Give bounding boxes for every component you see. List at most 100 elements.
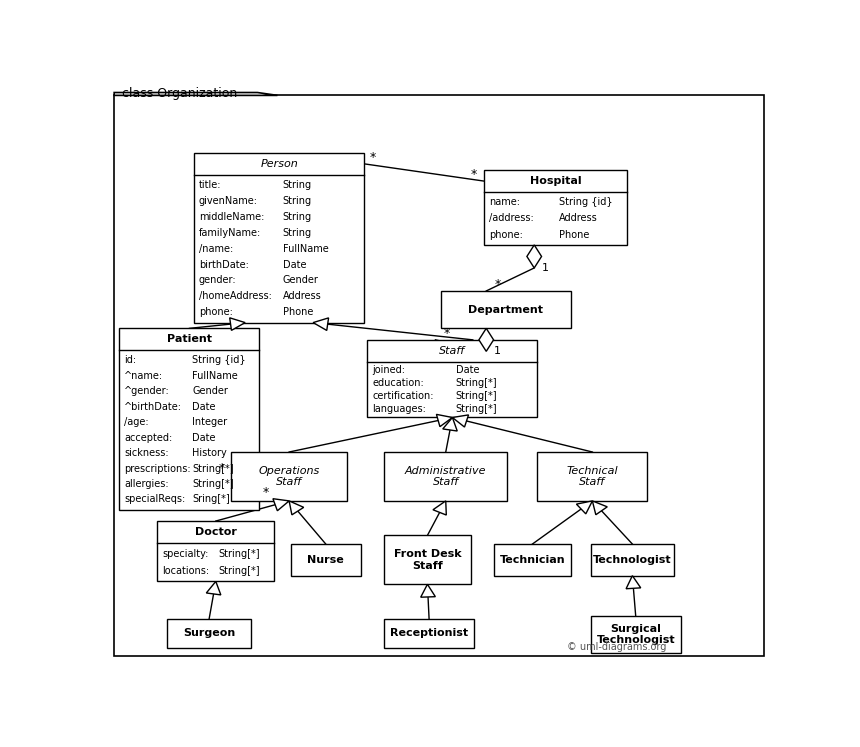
FancyBboxPatch shape (484, 170, 627, 245)
Text: id:: id: (124, 356, 136, 365)
Text: 1: 1 (494, 346, 501, 356)
Polygon shape (626, 576, 641, 589)
Text: phone:: phone: (199, 307, 233, 317)
Text: String[*]: String[*] (218, 565, 260, 575)
Text: Patient: Patient (167, 334, 212, 344)
Polygon shape (576, 501, 593, 514)
Text: joined:: joined: (372, 365, 405, 375)
Text: education:: education: (372, 378, 424, 388)
FancyBboxPatch shape (120, 329, 260, 509)
Text: Hospital: Hospital (530, 176, 581, 186)
Text: name:: name: (488, 197, 519, 208)
Polygon shape (593, 501, 607, 515)
Text: © uml-diagrams.org: © uml-diagrams.org (568, 642, 666, 652)
Text: Date: Date (456, 365, 479, 375)
Text: String[*]: String[*] (193, 479, 234, 489)
FancyBboxPatch shape (157, 521, 274, 581)
Polygon shape (230, 317, 245, 330)
Text: familyName:: familyName: (199, 228, 261, 238)
Text: Technician: Technician (500, 555, 565, 565)
Text: Person: Person (261, 159, 298, 169)
Text: Surgical
Technologist: Surgical Technologist (596, 624, 675, 645)
Text: Date: Date (283, 259, 306, 270)
Text: String {id}: String {id} (559, 197, 612, 208)
Polygon shape (273, 499, 289, 511)
Polygon shape (289, 501, 304, 515)
Text: class Organization: class Organization (122, 87, 237, 100)
Text: *: * (444, 327, 450, 340)
Text: certification:: certification: (372, 391, 433, 401)
Polygon shape (443, 418, 458, 431)
Text: String[*]: String[*] (193, 464, 234, 474)
Text: *: * (263, 486, 269, 499)
Text: String[*]: String[*] (456, 404, 497, 414)
Text: FullName: FullName (193, 371, 238, 381)
Text: String: String (283, 212, 311, 222)
FancyBboxPatch shape (291, 544, 361, 576)
Polygon shape (421, 584, 435, 597)
Text: String: String (283, 180, 311, 190)
Text: Phone: Phone (559, 229, 589, 240)
Text: givenName:: givenName: (199, 196, 258, 206)
FancyBboxPatch shape (538, 452, 648, 501)
Text: Nurse: Nurse (307, 555, 344, 565)
Text: title:: title: (199, 180, 221, 190)
Text: Gender: Gender (193, 386, 228, 396)
Text: locations:: locations: (163, 565, 209, 575)
Text: FullName: FullName (283, 244, 329, 254)
Text: allergies:: allergies: (124, 479, 169, 489)
Text: specialReqs:: specialReqs: (124, 495, 186, 504)
Text: Technical
Staff: Technical Staff (567, 465, 618, 487)
Text: Gender: Gender (283, 276, 318, 285)
FancyBboxPatch shape (440, 291, 571, 329)
Text: Receptionist: Receptionist (390, 628, 468, 638)
Text: Integer: Integer (193, 417, 227, 427)
Text: /name:: /name: (199, 244, 233, 254)
Polygon shape (479, 329, 494, 351)
Text: accepted:: accepted: (124, 433, 172, 443)
Text: Administrative
Staff: Administrative Staff (405, 465, 487, 487)
Text: String: String (283, 228, 311, 238)
Text: String {id}: String {id} (193, 356, 246, 365)
Text: gender:: gender: (199, 276, 236, 285)
Text: /homeAddress:: /homeAddress: (199, 291, 272, 301)
FancyBboxPatch shape (384, 536, 470, 584)
Text: Sring[*]: Sring[*] (193, 495, 230, 504)
FancyBboxPatch shape (168, 619, 251, 648)
Text: sickness:: sickness: (124, 448, 169, 458)
Polygon shape (433, 501, 446, 515)
FancyBboxPatch shape (494, 544, 571, 576)
Text: prescriptions:: prescriptions: (124, 464, 191, 474)
FancyBboxPatch shape (384, 619, 474, 648)
Text: middleName:: middleName: (199, 212, 264, 222)
Polygon shape (452, 415, 469, 427)
Polygon shape (313, 318, 329, 330)
Text: ^birthDate:: ^birthDate: (124, 402, 182, 412)
Text: /age:: /age: (124, 417, 149, 427)
Text: Doctor: Doctor (195, 527, 236, 537)
Text: Department: Department (468, 305, 544, 314)
Text: ^gender:: ^gender: (124, 386, 170, 396)
Text: Date: Date (193, 402, 216, 412)
Text: *: * (494, 278, 501, 291)
Text: String[*]: String[*] (456, 391, 497, 401)
FancyBboxPatch shape (194, 153, 364, 323)
Polygon shape (527, 245, 542, 268)
Text: History: History (193, 448, 227, 458)
Text: ^name:: ^name: (124, 371, 163, 381)
Text: Phone: Phone (283, 307, 313, 317)
Text: birthDate:: birthDate: (199, 259, 249, 270)
Text: String[*]: String[*] (456, 378, 497, 388)
Text: Staff: Staff (439, 346, 465, 356)
Text: Surgeon: Surgeon (183, 628, 236, 638)
Text: /address:: /address: (488, 214, 533, 223)
Text: Date: Date (193, 433, 216, 443)
Text: String[*]: String[*] (218, 549, 260, 559)
FancyBboxPatch shape (384, 452, 507, 501)
FancyBboxPatch shape (591, 544, 674, 576)
Text: Front Desk
Staff: Front Desk Staff (394, 549, 461, 571)
FancyBboxPatch shape (367, 340, 538, 418)
Text: *: * (218, 462, 225, 475)
Text: *: * (370, 151, 376, 164)
Polygon shape (436, 415, 452, 427)
